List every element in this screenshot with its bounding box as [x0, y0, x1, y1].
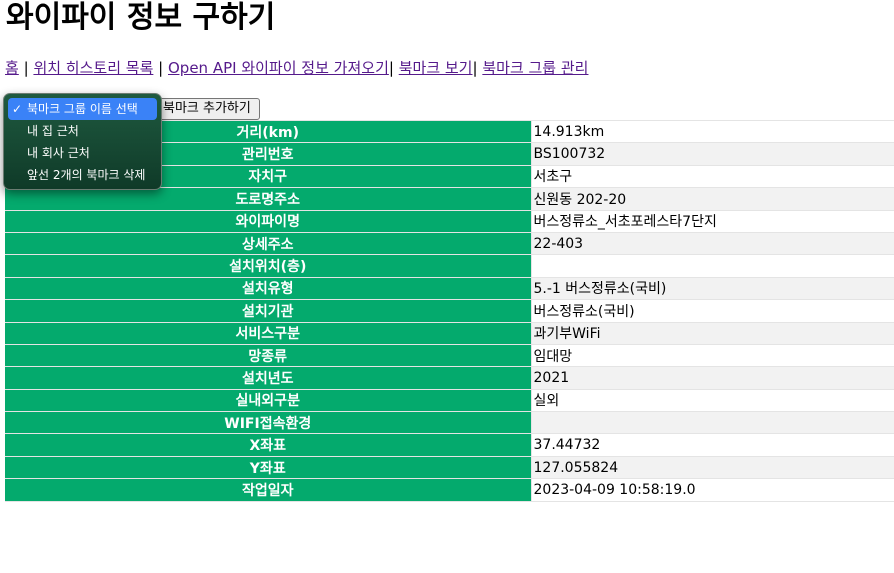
bookmark-group-dropdown[interactable]: ✓ 북마크 그룹 이름 선택 내 집 근처 내 회사 근처 앞선 2개의 북마크…: [3, 93, 162, 190]
row-value: 버스정류소(국비): [531, 299, 894, 323]
table-row: 와이파이명 버스정류소_서초포레스타7단지: [5, 209, 894, 233]
table-row: 망종류 임대망: [5, 343, 894, 367]
option-label: 앞선 2개의 북마크 삭제: [27, 168, 146, 182]
nav-separator: |: [388, 59, 394, 77]
row-value: [531, 254, 894, 278]
bookmark-group-option-home[interactable]: 내 집 근처: [8, 120, 157, 142]
row-value: 37.44732: [531, 433, 894, 457]
row-label: 상세주소: [5, 231, 532, 255]
nav-separator: |: [472, 59, 478, 77]
row-label: X좌표: [5, 433, 532, 457]
row-value: 신원동 202-20: [531, 187, 894, 211]
row-value: [531, 411, 894, 434]
bookmark-group-option-selected[interactable]: ✓ 북마크 그룹 이름 선택: [8, 98, 157, 120]
table-row: 실내외구분 실외: [5, 388, 894, 412]
table-row: WIFI접속환경: [5, 411, 894, 434]
row-label: 실내외구분: [5, 388, 532, 412]
row-label: 와이파이명: [5, 209, 532, 233]
row-label: 망종류: [5, 343, 532, 367]
table-row: 설치유형 5.-1 버스정류소(국비): [5, 276, 894, 300]
row-value: 서초구: [531, 164, 894, 188]
row-value: 임대망: [531, 343, 894, 367]
row-label: 설치기관: [5, 299, 532, 323]
row-value: 5.-1 버스정류소(국비): [531, 276, 894, 300]
table-row: Y좌표 127.055824: [5, 455, 894, 479]
row-label: 설치유형: [5, 276, 532, 300]
add-bookmark-button[interactable]: 북마크 추가하기: [152, 98, 260, 120]
option-label: 내 집 근처: [27, 124, 79, 138]
table-row: 상세주소 22-403: [5, 231, 894, 255]
nav-link-home[interactable]: 홈: [5, 59, 19, 77]
nav-link-bookmark-group[interactable]: 북마크 그룹 관리: [482, 59, 589, 77]
row-value: BS100732: [531, 142, 894, 166]
row-value: 14.913km: [531, 119, 894, 143]
table-row: 작업일자 2023-04-09 10:58:19.0: [5, 478, 894, 502]
table-row: 도로명주소 신원동 202-20: [5, 187, 894, 211]
row-label: Y좌표: [5, 455, 532, 479]
bookmark-group-option-delete[interactable]: 앞선 2개의 북마크 삭제: [8, 164, 157, 186]
row-label: 설치위치(층): [5, 254, 532, 278]
table-row: 설치기관 버스정류소(국비): [5, 299, 894, 323]
option-label: 내 회사 근처: [27, 146, 90, 160]
nav-link-bookmark-list[interactable]: 북마크 보기: [398, 59, 473, 77]
nav-link-open-api[interactable]: Open API 와이파이 정보 가져오기: [168, 59, 389, 77]
nav-bar: 홈 | 위치 히스토리 목록 | Open API 와이파이 정보 가져오기| …: [5, 58, 588, 78]
page-title: 와이파이 정보 구하기: [6, 0, 276, 35]
row-value: 2021: [531, 366, 894, 390]
bookmark-group-option-office[interactable]: 내 회사 근처: [8, 142, 157, 164]
row-value: 과기부WiFi: [531, 321, 894, 345]
row-value: 2023-04-09 10:58:19.0: [531, 478, 894, 502]
row-value: 버스정류소_서초포레스타7단지: [531, 209, 894, 233]
row-value: 22-403: [531, 231, 894, 255]
table-row: 서비스구분 과기부WiFi: [5, 321, 894, 345]
row-label: 설치년도: [5, 366, 532, 390]
nav-separator: |: [23, 59, 29, 77]
nav-separator: |: [158, 59, 164, 77]
nav-link-location-history[interactable]: 위치 히스토리 목록: [33, 59, 154, 77]
row-label: 서비스구분: [5, 321, 532, 345]
table-row: 설치년도 2021: [5, 366, 894, 390]
row-label: 도로명주소: [5, 187, 532, 211]
row-value: 실외: [531, 388, 894, 412]
row-label: WIFI접속환경: [5, 411, 532, 434]
row-value: 127.055824: [531, 455, 894, 479]
table-row: X좌표 37.44732: [5, 433, 894, 457]
table-row: 설치위치(층): [5, 254, 894, 278]
wifi-detail-table: 거리(km) 14.913km 관리번호 BS100732 자치구 서초구 도로명주소…: [5, 119, 894, 502]
checkmark-icon: ✓: [12, 102, 23, 116]
option-label: 북마크 그룹 이름 선택: [27, 102, 138, 116]
row-label: 작업일자: [5, 478, 532, 502]
